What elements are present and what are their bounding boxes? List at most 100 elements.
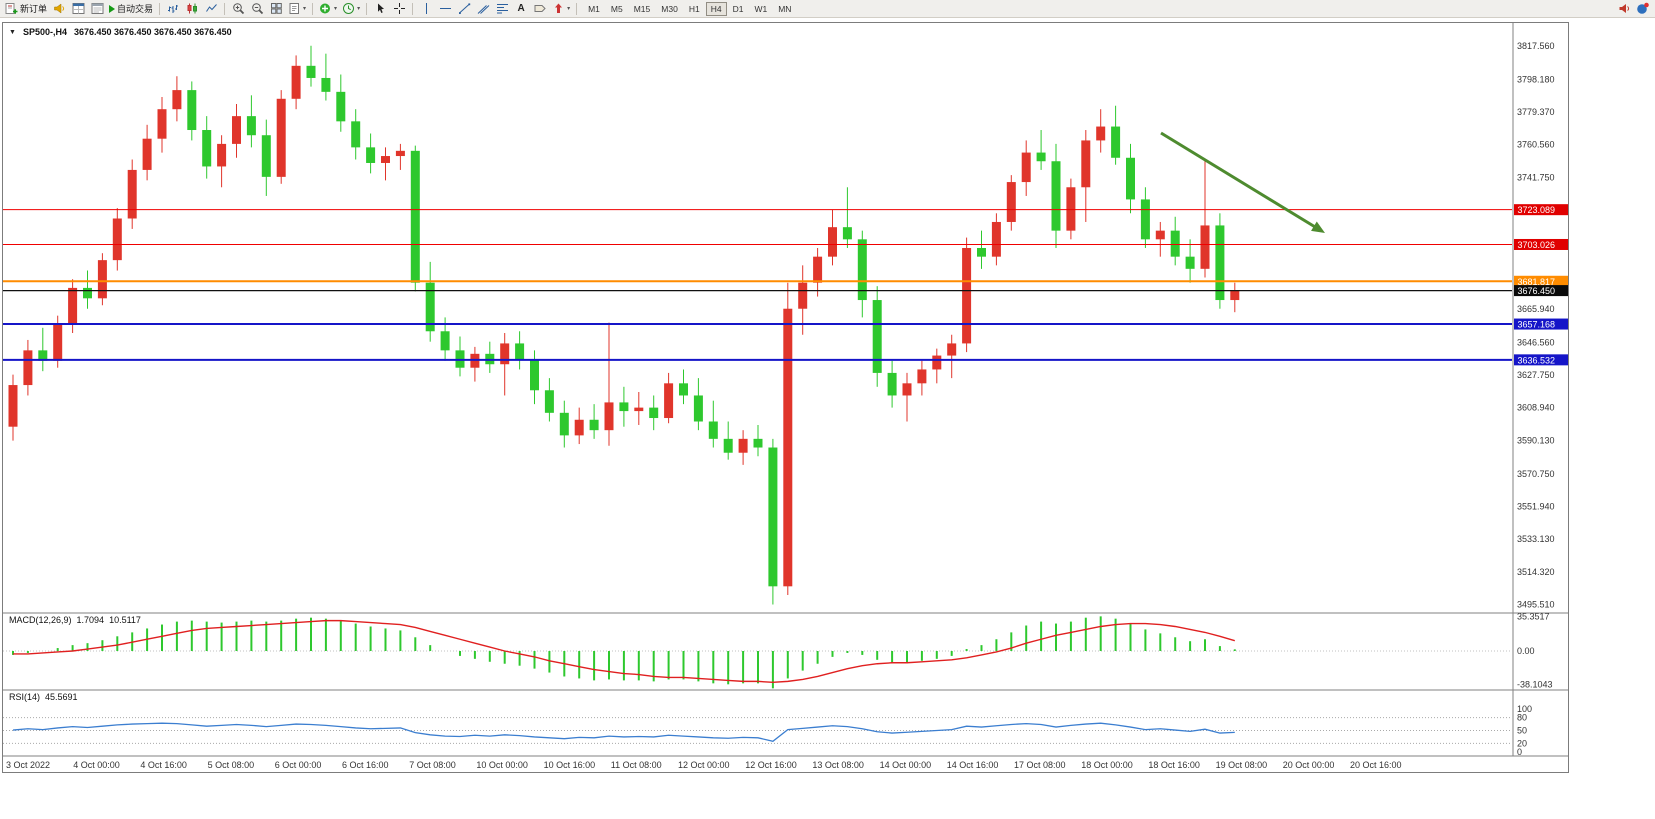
candle-body <box>1081 140 1091 188</box>
chart-canvas[interactable]: 3817.560 3798.180 3779.370 3760.560 3741.750… <box>3 23 1568 772</box>
vertical-line-button[interactable] <box>417 1 435 17</box>
dropdown-caret-icon: ▾ <box>357 5 361 12</box>
new-order-label: 新订单 <box>20 4 48 14</box>
price-scale-label: 3665.940 <box>1517 304 1555 314</box>
dropdown-caret-icon: ▾ <box>303 5 307 12</box>
candle-body <box>8 385 18 427</box>
channel-button[interactable] <box>474 1 492 17</box>
candle-body <box>738 438 748 453</box>
timeframe-mn[interactable]: MN <box>778 3 792 14</box>
indicators-button[interactable]: ▾ <box>317 1 339 17</box>
candle-body <box>664 383 674 419</box>
candle-body <box>530 359 539 391</box>
megaphone-icon <box>1619 4 1629 13</box>
templates-icon <box>289 3 300 14</box>
toolbar-separator <box>412 2 414 15</box>
candle-body <box>97 260 107 299</box>
timeframe-m1[interactable]: M1 <box>588 3 600 14</box>
trend-arrow-line[interactable] <box>1160 131 1321 232</box>
candle-body <box>261 135 271 177</box>
timeframe-m15[interactable]: M15 <box>633 3 651 14</box>
rsi-label: RSI(14) <box>9 692 41 702</box>
rsi-value: 45.5691 <box>45 692 78 702</box>
cursor-button[interactable] <box>371 1 389 17</box>
price-scale-label: 3590.130 <box>1517 435 1555 445</box>
timeframe-d1[interactable]: D1 <box>732 3 744 14</box>
candle-body <box>634 407 644 412</box>
market-watch-button[interactable] <box>69 1 87 17</box>
zoom-in-button[interactable] <box>229 1 247 17</box>
zoom-out-button[interactable] <box>248 1 266 17</box>
price-scale-label: 3514.320 <box>1517 567 1555 577</box>
candle-body <box>83 287 92 299</box>
timeframe-w1[interactable]: W1 <box>754 3 768 14</box>
candle-body <box>1155 230 1165 240</box>
timeframe-h1[interactable]: H1 <box>688 3 700 14</box>
new-order-icon <box>5 3 18 14</box>
candle-body <box>336 91 346 122</box>
candle-body <box>783 308 793 587</box>
bar-chart-button[interactable] <box>164 1 182 17</box>
candle-body <box>857 239 867 301</box>
templates-button[interactable]: ▾ <box>286 1 308 17</box>
time-axis-label: 4 Oct 00:00 <box>73 760 120 770</box>
line-chart-icon <box>205 4 217 12</box>
timeframe-m5[interactable]: M5 <box>610 3 623 14</box>
price-scale-label: 3570.750 <box>1517 469 1555 479</box>
text-label-button[interactable] <box>531 1 549 17</box>
candle-body <box>1126 157 1135 200</box>
time-axis-label: 17 Oct 08:00 <box>1014 760 1066 770</box>
timeframe-m30[interactable]: M30 <box>661 3 678 14</box>
candle-body <box>142 138 152 170</box>
data-window-button[interactable] <box>88 1 106 17</box>
line-chart-button[interactable] <box>202 1 220 17</box>
new-order-button[interactable]: 新订单 <box>3 1 49 17</box>
price-level-badge-text: 3681.817 <box>1518 277 1556 287</box>
trendline-button[interactable] <box>455 1 473 17</box>
toolbar-separator <box>224 2 226 15</box>
price-level-badge <box>1514 275 1568 287</box>
autotrading-button[interactable]: 自动交易 <box>107 1 155 17</box>
arrows-button[interactable]: ▾ <box>550 1 572 17</box>
main-toolbar: 新订单 自动交易 ▾ ▾ ▾ <box>0 0 1655 18</box>
news-button[interactable] <box>1615 1 1633 17</box>
text-button[interactable]: A <box>512 1 530 17</box>
rsi-scale-label: 0 <box>1517 747 1522 757</box>
zoom-out-icon <box>251 3 263 15</box>
price-level-badge <box>1514 318 1568 330</box>
timeframe-h4[interactable]: H4 <box>705 1 727 16</box>
periods-button[interactable]: ▾ <box>340 1 362 17</box>
indicators-icon <box>320 3 331 14</box>
toolbar-separator <box>312 2 314 15</box>
candle-body <box>246 116 256 136</box>
candlestick-chart-button[interactable] <box>183 1 201 17</box>
time-axis-label: 18 Oct 16:00 <box>1148 760 1200 770</box>
fibonacci-button[interactable] <box>493 1 511 17</box>
candle-body <box>53 324 63 361</box>
time-axis-label: 13 Oct 08:00 <box>812 760 864 770</box>
rsi-scale-label: 100 <box>1517 704 1532 714</box>
community-button[interactable] <box>1634 1 1652 17</box>
time-axis-label: 20 Oct 00:00 <box>1283 760 1335 770</box>
candle-body <box>544 390 554 413</box>
candle-body <box>1066 187 1076 231</box>
candle-body <box>932 355 942 370</box>
chart-window[interactable]: ▼ SP500-,H4 3676.450 3676.450 3676.450 3… <box>2 22 1569 773</box>
crosshair-button[interactable] <box>390 1 408 17</box>
trend-arrow-head[interactable] <box>1311 221 1325 233</box>
candle-body <box>232 116 241 144</box>
chart-expander-icon[interactable]: ▼ <box>9 28 16 36</box>
toolbar-separator <box>366 2 368 15</box>
time-axis-label: 4 Oct 16:00 <box>140 760 187 770</box>
price-level-badge-text: 3723.089 <box>1518 205 1556 215</box>
alerts-button[interactable] <box>50 1 68 17</box>
candle-body <box>381 156 390 163</box>
candle-body <box>1111 126 1121 158</box>
tile-windows-button[interactable] <box>267 1 285 17</box>
macd-signal-line <box>13 619 1235 684</box>
candle-body <box>321 77 331 92</box>
candle-body <box>842 227 852 240</box>
candle-body <box>693 395 703 422</box>
horizontal-line-button[interactable] <box>436 1 454 17</box>
candle-body <box>1096 126 1106 141</box>
